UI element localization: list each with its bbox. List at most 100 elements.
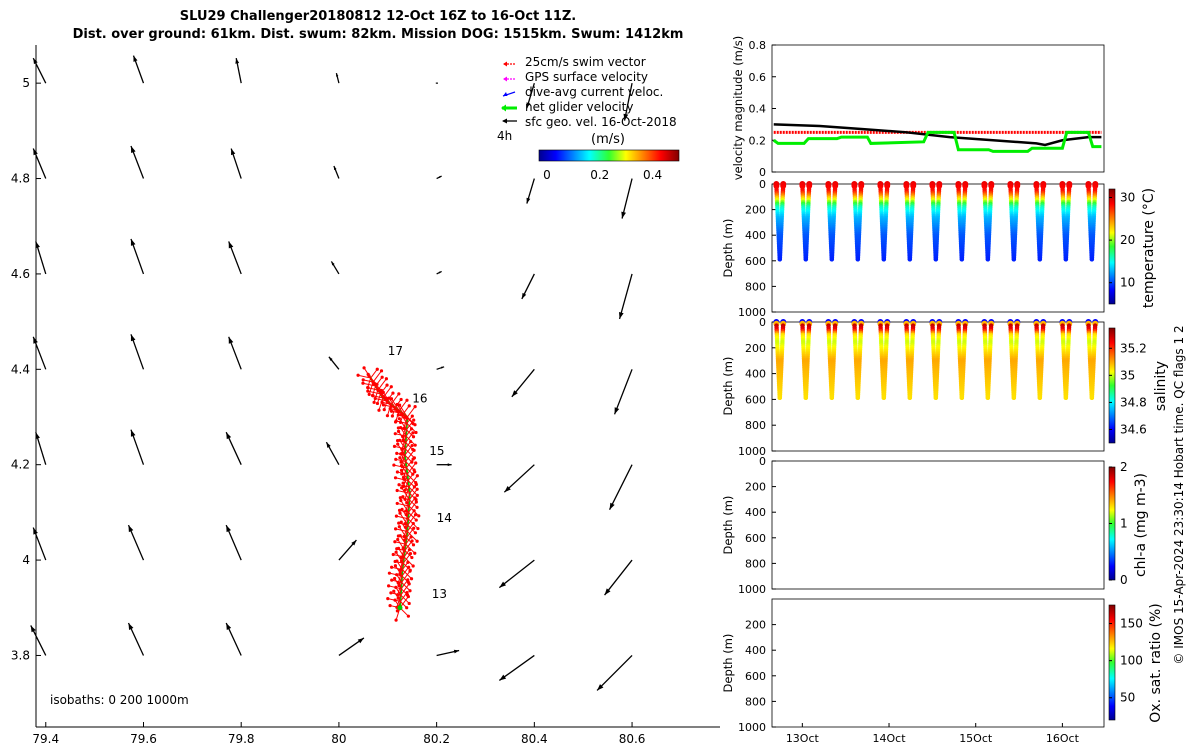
swim-vector-head — [415, 539, 419, 543]
chlorophyll-y-tick-label: 800 — [745, 557, 766, 570]
swim-vector — [395, 477, 409, 482]
swim-vector — [404, 480, 409, 491]
swim-vector-head — [387, 584, 391, 588]
legend-swim-label: 25cm/s swim vector — [525, 55, 646, 69]
swim-vector-head — [395, 439, 400, 443]
swim-vector-head — [392, 463, 396, 467]
geo-velocity-arrow — [228, 336, 242, 370]
chlorophyll-colorbar-tick-label: 2 — [1120, 460, 1128, 474]
arrow-head — [621, 211, 626, 219]
swim-vector-head — [398, 511, 402, 515]
time-x-ticks: 13Oct 14Oct 15Oct 16Oct — [786, 723, 1080, 745]
arrow-head — [499, 674, 507, 681]
arrow-head — [453, 649, 460, 654]
swim-vector — [406, 406, 416, 418]
swim-vector-head — [395, 470, 400, 474]
arrow-head — [130, 146, 136, 154]
arrow-head — [526, 197, 531, 204]
map-y-ticks: 3.8 4 4.2 4.4 4.6 4.8 5 — [11, 76, 41, 662]
geo-velocity-arrow — [338, 637, 365, 656]
arrow-head — [128, 622, 134, 630]
swim-vector-head — [411, 564, 415, 568]
swim-vector-head — [390, 414, 394, 418]
salinity-profiles — [773, 319, 1099, 401]
swim-vector — [400, 583, 410, 596]
swim-vector-head — [396, 429, 401, 433]
swim-vector — [401, 570, 411, 583]
swim-vector — [406, 429, 414, 438]
salinity-colorbar — [1108, 327, 1116, 444]
swim-vector-head — [393, 540, 397, 544]
swim-vector — [399, 563, 404, 574]
temperature-y-tick-label: 400 — [745, 229, 766, 242]
swim-vector — [400, 448, 406, 463]
geo-velocity-arrow — [526, 82, 535, 109]
geo-velocity-arrow — [228, 241, 242, 275]
swim-vector — [408, 475, 418, 488]
chlorophyll-colorbar-ticks: 0 1 2 — [1109, 460, 1128, 587]
swim-vector — [401, 544, 407, 558]
swim-vector — [397, 490, 410, 494]
colorbar-tick-label: 0 — [543, 168, 551, 182]
arrow-head — [333, 166, 337, 170]
glider-track — [356, 366, 421, 622]
oxygen-colorbar-tick-label: 100 — [1120, 654, 1143, 668]
swim-vector-head — [405, 501, 409, 505]
swim-vector-head — [393, 559, 397, 564]
arrow-head — [35, 432, 40, 440]
geo-velocity-arrow — [613, 369, 633, 415]
temperature-y-tick-label: 0 — [759, 178, 766, 191]
swim-vector-head — [403, 525, 408, 529]
arrow-head — [526, 102, 531, 109]
salinity-panel: 0 200 400 600 800 1000 Depth (m) 34.6 34.8 35 35… — [721, 316, 1169, 458]
swim-vector-head — [389, 591, 393, 595]
temperature-colorbar-tick-label: 10 — [1120, 276, 1135, 290]
swim-vector-head — [375, 382, 379, 386]
swim-vector — [407, 514, 416, 526]
geo-velocity-arrow — [130, 145, 145, 179]
arrow-head — [226, 622, 232, 630]
oxygen-y-tick-label: 200 — [745, 619, 766, 632]
map-y-tick-label: 4.8 — [11, 172, 30, 186]
swim-vector-head — [395, 609, 399, 613]
temperature-sample — [959, 257, 965, 262]
swim-vector-head — [400, 472, 404, 476]
swim-vector — [394, 541, 406, 545]
swim-vector-head — [388, 603, 392, 608]
swim-vector-head — [412, 485, 417, 489]
arrow-head — [440, 366, 445, 369]
temperature-sample — [933, 257, 939, 262]
swim-vector-head — [389, 409, 394, 413]
swim-vector-head — [414, 430, 418, 435]
temperature-y-tick-label: 800 — [745, 280, 766, 293]
geo-velocity-arrow — [623, 83, 633, 121]
swim-vector — [362, 382, 376, 387]
swim-vector — [378, 397, 384, 411]
geo-velocity-arrow — [335, 72, 340, 84]
velocity-y-tick-label: 0 — [759, 166, 766, 179]
swim-vector-head — [398, 572, 402, 576]
temperature-sample — [855, 257, 861, 262]
temperature-colorbar-tick-label: 20 — [1120, 233, 1135, 247]
colorbar-tick-label: 0.2 — [590, 168, 609, 182]
swim-vector — [402, 562, 411, 571]
velocity-series-sfc-geo — [773, 123, 1102, 147]
swim-vector-head — [395, 409, 399, 413]
arrow-shaft — [618, 273, 633, 320]
swim-vector — [372, 370, 382, 383]
swim-vector — [390, 393, 400, 405]
swim-vector-head — [397, 417, 401, 421]
chlorophyll-colorbar-label: chl-a (mg m-3) — [1133, 473, 1149, 577]
swim-vector-head — [411, 435, 416, 439]
swim-vector-head — [399, 559, 404, 563]
geo-velocity-arrow — [436, 270, 442, 275]
swim-vector-head — [396, 596, 400, 600]
map-x-tick-label: 80.4 — [521, 732, 548, 746]
swim-vector — [372, 395, 383, 399]
swim-vector-head — [405, 398, 409, 402]
geo-velocity-arrow — [225, 431, 242, 465]
swim-vector-head — [395, 488, 399, 493]
salinity-sample — [855, 395, 861, 401]
swim-vector — [398, 575, 403, 586]
swim-vector-head — [390, 578, 394, 582]
